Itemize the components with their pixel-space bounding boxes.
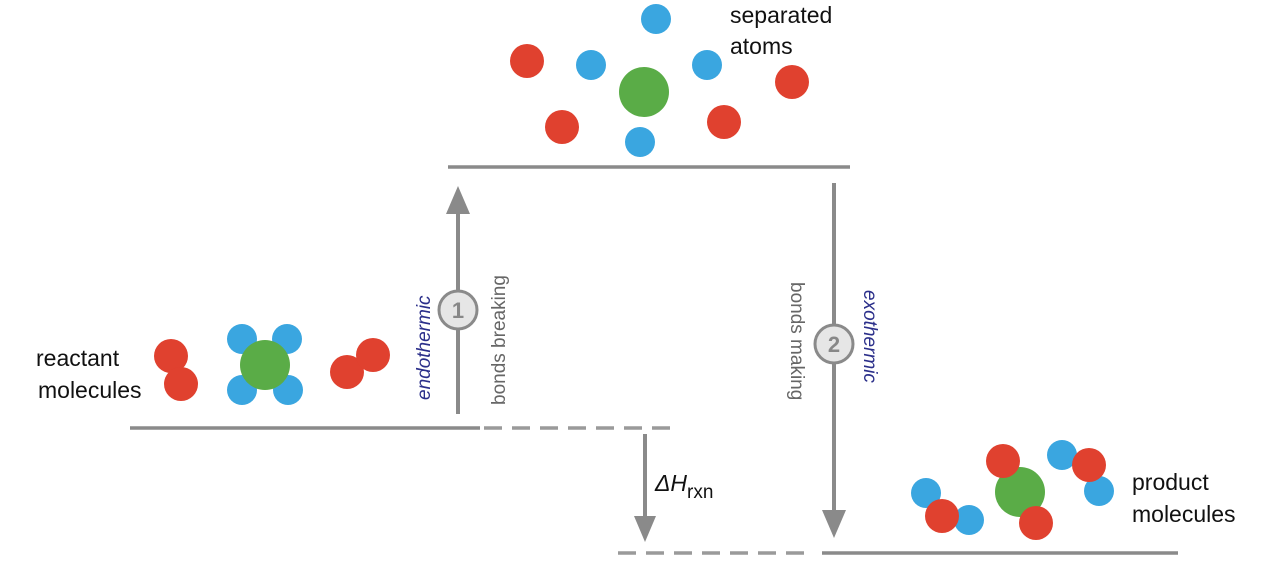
oxygen-atom [1072, 448, 1106, 482]
exothermic-label: exothermic [859, 290, 880, 383]
step1-arrowhead [446, 186, 470, 214]
bonds-breaking-label: bonds breaking [489, 275, 510, 405]
hydrogen-atom [576, 50, 606, 80]
carbon-atom [619, 67, 669, 117]
oxygen-atom [154, 339, 188, 373]
product-molecules [911, 440, 1114, 540]
separated-atoms-label-line1: separated [730, 2, 832, 28]
hydrogen-atom [911, 478, 941, 508]
step2-badge: 2 [813, 323, 855, 365]
step1-number: 1 [452, 298, 464, 323]
oxygen-atom [1019, 506, 1053, 540]
hydrogen-atom [954, 505, 984, 535]
hydrogen-atom [1047, 440, 1077, 470]
oxygen-atom [356, 338, 390, 372]
hydrogen-atom [1084, 476, 1114, 506]
bonds-making-label: bonds making [786, 282, 807, 400]
delta-h-symbol: ΔH [654, 470, 687, 496]
oxygen-atom [925, 499, 959, 533]
oxygen-atom [707, 105, 741, 139]
oxygen-atom [986, 444, 1020, 478]
reactant-molecules [154, 324, 390, 405]
oxygen-atom [164, 367, 198, 401]
endothermic-label: endothermic [414, 295, 435, 400]
separated-atoms [510, 4, 809, 157]
carbon-atom [240, 340, 290, 390]
delta-h-subscript: rxn [687, 482, 713, 503]
hydrogen-atom [641, 4, 671, 34]
hydrogen-atom [625, 127, 655, 157]
reactant-label-line2: molecules [38, 377, 142, 403]
step2-arrowhead [822, 510, 846, 538]
oxygen-atom [775, 65, 809, 99]
product-label-line2: molecules [1132, 501, 1236, 527]
hydrogen-atom [692, 50, 722, 80]
product-label-line1: product [1132, 469, 1209, 495]
oxygen-atom [545, 110, 579, 144]
oxygen-atom [330, 355, 364, 389]
step2-number: 2 [828, 332, 840, 357]
reactant-label-line1: reactant [36, 345, 120, 371]
delta-h-arrowhead [634, 516, 656, 542]
carbon-atom [995, 467, 1045, 517]
delta-h-label: ΔHrxn [654, 470, 713, 503]
oxygen-atom [510, 44, 544, 78]
separated-atoms-label-line2: atoms [730, 33, 793, 59]
step1-badge: 1 [437, 289, 479, 331]
